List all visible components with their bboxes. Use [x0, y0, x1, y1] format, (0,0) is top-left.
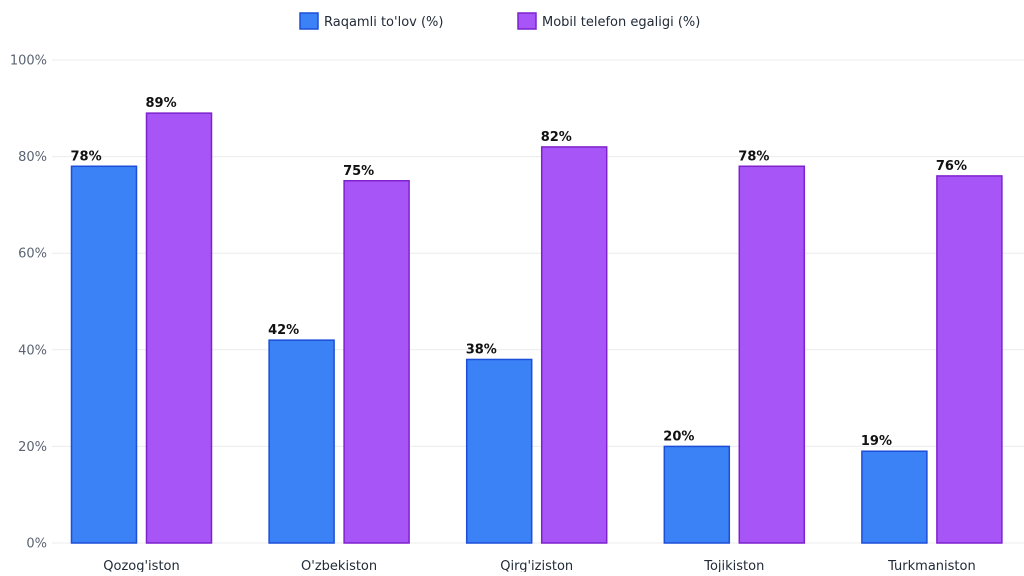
- y-tick-label: 40%: [18, 343, 47, 358]
- x-tick-label: Tojikiston: [703, 559, 764, 572]
- bar-tojikiston-series-1[interactable]: [663, 445, 731, 544]
- legend-swatch: [517, 12, 537, 30]
- legend-item-series-2[interactable]: Mobil telefon egaligi (%): [517, 12, 700, 30]
- data-label: 38%: [466, 342, 497, 357]
- x-axis: Qozog'iston O'zbekiston Qirg'iziston Tojiki…: [103, 559, 976, 574]
- x-tick-label: Qozog'iston: [103, 559, 179, 572]
- y-tick-label: 20%: [18, 440, 47, 455]
- bar-qozog-iston-series-2[interactable]: [145, 112, 213, 544]
- y-tick-label: 80%: [18, 150, 47, 165]
- data-label: 20%: [663, 429, 694, 444]
- legend-label: Raqamli to'lov (%): [324, 15, 443, 30]
- bar-qirg-iziston-series-1[interactable]: [465, 358, 533, 544]
- data-label: 89%: [146, 96, 177, 111]
- data-labels: 78% 89% 42% 75% 38% 82% 20% 78% 19% 76%: [71, 96, 968, 449]
- bar-qirg-iziston-series-2[interactable]: [540, 146, 608, 544]
- x-tick-label: Turkmaniston: [887, 559, 976, 572]
- data-label: 19%: [861, 434, 892, 449]
- legend[interactable]: Raqamli to'lov (%) Mobil telefon egaligi …: [299, 12, 700, 30]
- data-label: 76%: [936, 159, 967, 174]
- y-tick-label: 100%: [10, 54, 47, 69]
- data-label: 75%: [343, 164, 374, 179]
- data-label: 42%: [268, 323, 299, 338]
- bar-o-zbekiston-series-2[interactable]: [343, 180, 410, 544]
- x-tick-label: Qirg'iziston: [500, 559, 573, 572]
- y-axis: 0% 20% 40% 60% 80% 100%: [10, 54, 47, 552]
- y-tick-label: 0%: [26, 537, 47, 552]
- legend-swatch: [299, 12, 319, 30]
- data-label: 82%: [541, 130, 572, 145]
- legend-label: Mobil telefon egaligi (%): [542, 15, 700, 30]
- y-tick-label: 60%: [18, 247, 47, 262]
- bar-tojikiston-series-2[interactable]: [738, 165, 806, 544]
- data-label: 78%: [738, 149, 769, 164]
- bar-o-zbekiston-series-1[interactable]: [268, 339, 335, 544]
- bar-turkmaniston-series-2[interactable]: [936, 175, 1003, 544]
- bars: [70, 112, 1003, 544]
- data-label: 78%: [71, 149, 102, 164]
- bar-turkmaniston-series-1[interactable]: [861, 450, 928, 544]
- bar-qozog-iston-series-1[interactable]: [70, 165, 138, 544]
- x-tick-label: O'zbekiston: [301, 559, 377, 572]
- legend-item-series-1[interactable]: Raqamli to'lov (%): [299, 12, 443, 30]
